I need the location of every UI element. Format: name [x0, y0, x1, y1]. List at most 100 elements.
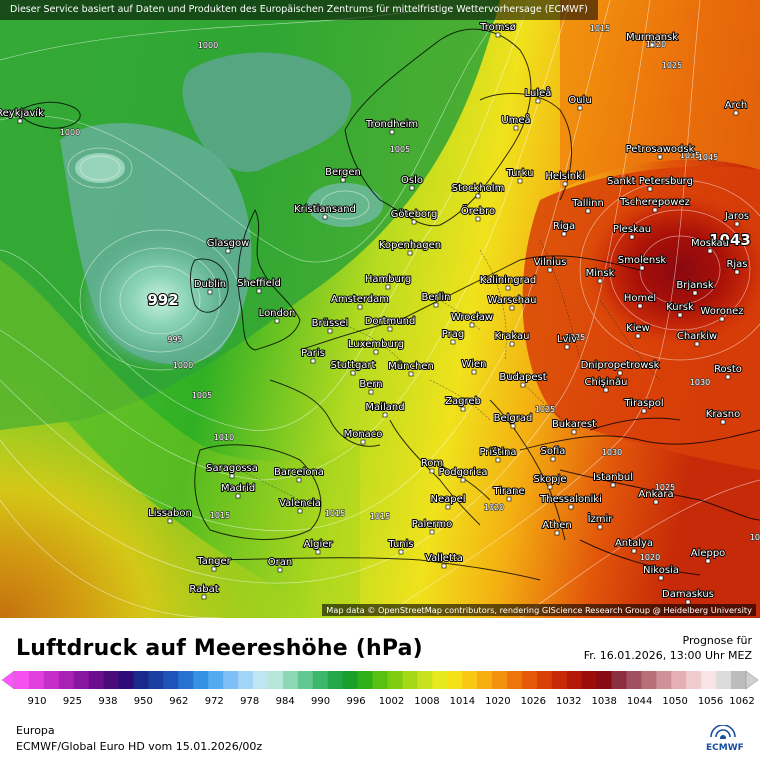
city-luxemburg: Luxemburg: [347, 338, 405, 355]
city-glasgow: Glasgow: [206, 237, 250, 254]
isobar-value-label: 1010: [214, 433, 234, 442]
city-marker-icon: [296, 477, 302, 483]
city-marker-icon: [495, 457, 501, 463]
city-smolensk: Smolensk: [617, 254, 667, 271]
city-stockholm: Stockholm: [451, 182, 505, 199]
city-marker-icon: [547, 484, 553, 490]
city-label: Warschau: [488, 295, 537, 306]
city-marker-icon: [603, 387, 609, 393]
city-paris: Paris: [300, 347, 326, 364]
city-label: Bergen: [325, 167, 361, 178]
city-label: Saragossa: [206, 463, 258, 474]
city-label: Istanbul: [593, 472, 633, 483]
city-label: Glasgow: [207, 238, 250, 249]
city-tirane: Tirane: [491, 485, 526, 502]
color-scale-segment: [133, 671, 149, 689]
city-label: Chişinău: [585, 377, 628, 388]
city-label: Trondheim: [365, 119, 418, 130]
city-budapest: Budapest: [498, 371, 548, 388]
color-scale-segment: [671, 671, 687, 689]
city-marker-icon: [506, 496, 512, 502]
isobar-value-label: 1020: [640, 553, 660, 562]
city-vilnius: Vilnius: [533, 256, 567, 273]
city-rom: Rom: [420, 457, 444, 474]
city-lissabon: Lissabon: [147, 507, 193, 524]
city-label: Palermo: [412, 519, 452, 530]
city-label: Priština: [479, 446, 516, 458]
city-trondheim: Trondheim: [364, 118, 419, 135]
city-label: Tirane: [492, 486, 524, 497]
color-scale-tick-label: 990: [311, 696, 331, 707]
city-homel: Homel: [623, 292, 657, 309]
city-label: Neapel: [430, 494, 465, 505]
city-palermo: Palermo: [411, 518, 453, 535]
color-scale-segment: [297, 671, 314, 689]
city-label: Tallinn: [571, 198, 604, 209]
city-label: Moskau: [691, 238, 729, 249]
city-marker-icon: [571, 429, 577, 435]
city-marker-icon: [509, 341, 515, 347]
city-label: Brjansk: [676, 280, 713, 291]
color-scale-segment: [58, 671, 75, 689]
city-label: Paris: [301, 348, 325, 359]
city-label: Tunis: [387, 539, 413, 550]
city-lviv: Lviv: [556, 333, 578, 350]
city-woronez: Woronez: [699, 305, 745, 322]
city-krakau: Krakau: [494, 330, 530, 347]
city-marker-icon: [274, 318, 280, 324]
city-label: Stuttgart: [331, 360, 376, 371]
color-scale-segment: [267, 671, 284, 689]
city-label: Skopje: [533, 474, 566, 485]
isobar-value-label: 1000: [198, 41, 218, 50]
color-scale-segment: [253, 671, 269, 689]
region-label: Europa: [16, 724, 55, 737]
city-turku: Turku: [505, 167, 534, 184]
city-marker-icon: [637, 303, 643, 309]
isobar-value-label: 1025: [662, 61, 682, 70]
city-neapel: Neapel: [429, 493, 467, 510]
city-label: Dortmund: [365, 316, 416, 327]
color-scale-segment: [208, 671, 224, 689]
city-münchen: München: [387, 360, 435, 377]
city-marker-icon: [350, 370, 356, 376]
isobars: [0, 0, 760, 618]
pressure-extremes: 992 1043: [146, 230, 752, 310]
city-marker-icon: [429, 468, 435, 474]
city-oulu: Oulu: [567, 94, 593, 111]
city-label: Valletta: [425, 553, 463, 564]
city-warschau: Warschau: [487, 294, 538, 311]
city-marker-icon: [460, 406, 466, 412]
city-marker-icon: [677, 312, 683, 318]
city-marker-icon: [409, 185, 415, 191]
city-marker-icon: [235, 493, 241, 499]
city-bergen: Bergen: [324, 166, 362, 183]
city-pri-tina: Priština: [478, 445, 518, 463]
color-scale-segment: [88, 671, 105, 689]
city-label: Smolensk: [618, 255, 667, 266]
isobar-value-label: 1015: [590, 24, 610, 33]
city-label: Bern: [359, 379, 382, 390]
city-marker-icon: [441, 563, 447, 569]
color-scale-segment: [596, 671, 612, 689]
city-murmansk: Murmansk: [625, 31, 679, 48]
city-label: Berlin: [421, 292, 450, 303]
ecmwf-disclaimer-banner: Dieser Service basiert auf Daten und Pro…: [0, 0, 598, 20]
color-scale-segment: [611, 671, 627, 689]
city-label: Jaros: [724, 211, 749, 222]
city-label: Brüssel: [312, 318, 349, 329]
city-riga: Riga: [552, 220, 576, 237]
city-marker-icon: [256, 288, 262, 294]
city-dnipropetrowsk: Dnipropetrowsk: [580, 359, 661, 376]
city-skopje: Skopje: [532, 473, 568, 490]
city-kursk: Kursk: [665, 301, 695, 318]
color-scale-tick-label: 984: [275, 696, 295, 707]
city-marker-icon: [734, 221, 740, 227]
isobar-value-label: 1030: [602, 448, 622, 457]
isobar-value-label: 1020: [646, 40, 666, 49]
city-marker-icon: [597, 278, 603, 284]
city-rabat: Rabat: [188, 583, 220, 600]
city-marker-icon: [641, 408, 647, 414]
city-marker-icon: [694, 341, 700, 347]
city-label: Mailand: [365, 402, 404, 413]
